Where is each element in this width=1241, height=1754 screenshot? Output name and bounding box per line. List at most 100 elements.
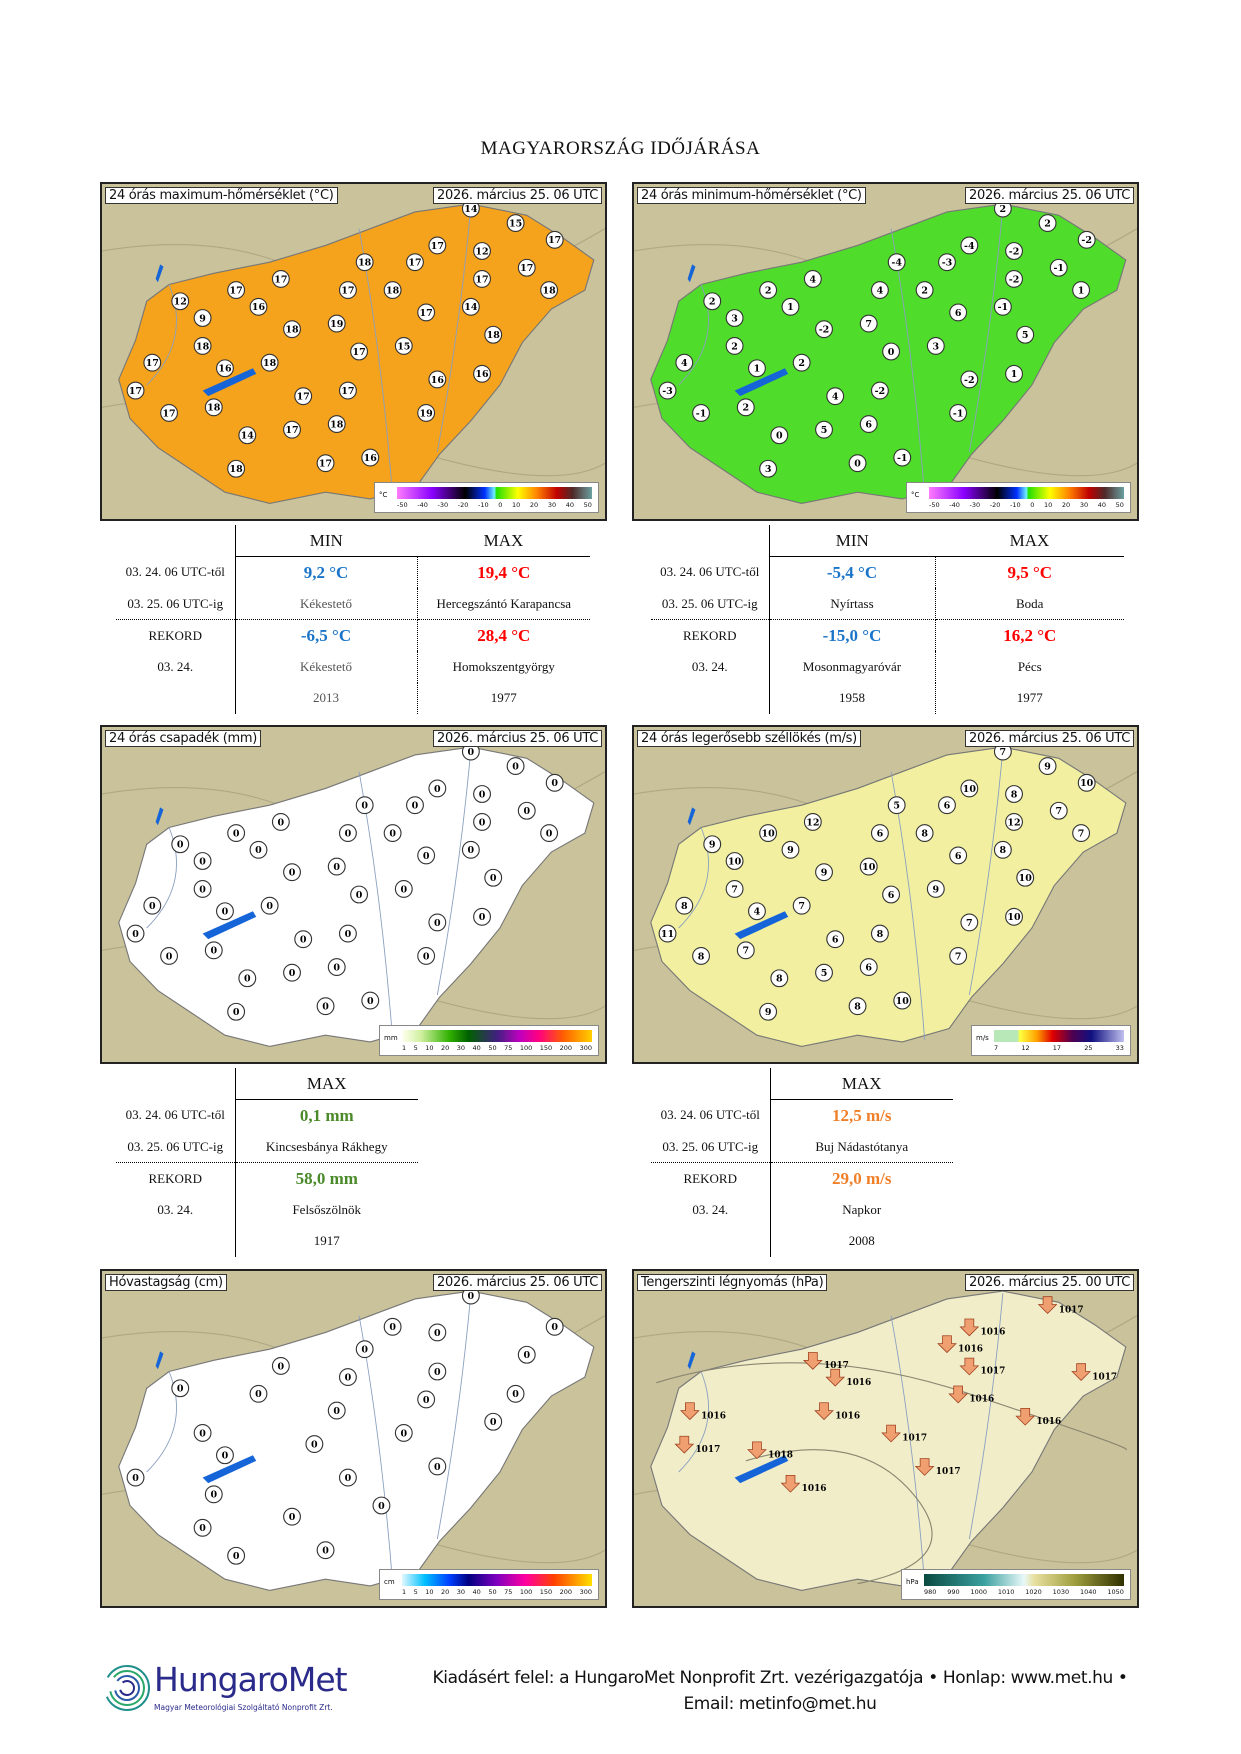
station-marker: 0 [227,824,246,843]
station-marker: 0 [126,1468,145,1487]
footer-email: Email: metinfo@met.hu [683,1694,877,1714]
colorbar-tick: 12 [1021,1044,1030,1052]
station-value: 10 [963,784,977,795]
station-marker: 0 [283,963,301,982]
station-marker: 6 [826,930,845,949]
station-value: 9 [199,313,206,324]
pressure-value: 1017 [1092,1372,1117,1382]
station-value: 9 [709,840,716,851]
station-value: 0 [266,901,273,912]
statistics-table: MIN MAX 03. 24. 06 UTC-től -5,4 °C 9,5 °C 0… [651,525,1124,714]
station-value: 16 [475,369,489,380]
column-header: MIN [235,525,417,557]
station-marker: 10 [960,779,979,798]
station-marker: 17 [294,387,313,406]
station-marker: 7 [949,946,968,965]
station-value: 5 [821,425,828,436]
station-value: 8 [1011,789,1018,800]
station-value: 0 [177,1384,184,1395]
pressure-station: 1018 [747,1441,793,1460]
station-marker: 0 [238,969,257,988]
pressure-station: 1017 [1071,1363,1117,1382]
lake-ferto [155,807,164,826]
column-header: MAX [935,525,1124,557]
max-rvalue: 58,0 mm [295,1168,358,1188]
station-marker: 0 [361,991,380,1010]
colorbar-tick: 1030 [1052,1588,1070,1596]
station-marker: 8 [915,824,934,843]
station-marker: 19 [327,314,346,333]
pressure-tendency-arrow-icon [802,1352,823,1370]
pressure-station: 1016 [948,1385,994,1405]
colorbar-tick: 200 [559,1588,573,1596]
station-marker: 0 [271,812,290,831]
country-area [118,1290,595,1591]
station-marker: -4 [887,253,906,272]
colorbar-tick: 40 [1097,501,1107,509]
station-value: -2 [1009,274,1020,285]
station-marker: -3 [938,253,956,272]
station-marker: 8 [993,840,1012,859]
map-panel: 1017 1016 1016 1017 1016 1016 1017 1017 … [632,1269,1139,1608]
station-value: 7 [742,946,749,957]
station-marker: 12 [803,812,822,831]
station-value: 7 [865,319,872,330]
map-date: 2026. március 25. 06 UTC [965,730,1134,747]
station-marker: 0 [484,1412,503,1431]
station-marker: 1 [781,297,800,316]
station-value: 8 [681,901,688,912]
colorbar-tick: 50 [488,1588,497,1596]
station-marker: 0 [316,1541,335,1560]
station-marker: 19 [417,403,436,422]
station-marker: 9 [781,840,800,859]
colorbar-tick: 75 [504,1044,513,1052]
colorbar-tick: 10 [425,1044,434,1052]
station-marker: 18 [484,325,503,344]
station-marker: 17 [406,253,424,272]
station-value: 14 [241,431,255,442]
station-value: 0 [400,884,407,895]
colorbar-tick: 25 [1084,1044,1093,1052]
station-value: 18 [263,358,277,369]
station-value: 9 [821,868,828,879]
colorbar-tick: 30 [1079,501,1089,509]
footer-publisher: Kiadásért felel: a HungaroMet Nonprofit … [432,1668,1128,1688]
colorbar-gradient [924,1574,1124,1586]
station-value: 1 [1078,285,1085,296]
station-value: 18 [330,419,344,430]
lake-balaton [202,911,257,940]
colorbar-unit: hPa [906,1578,919,1586]
station-marker: 17 [316,454,335,473]
station-marker: 0 [394,879,413,898]
station-value: 17 [408,258,421,269]
station-value: 10 [1080,778,1094,789]
min-rplace: Mosonmagyaróvár [802,658,902,674]
colorbar-tick: 0 [498,501,503,509]
station-marker: 17 [417,303,436,322]
pressure-station: 1016 [780,1474,827,1494]
pressure-tendency-arrow-icon [959,1318,980,1337]
station-value: 17 [352,347,365,358]
station-value: 17 [230,285,243,296]
station-marker: 9 [1038,757,1057,776]
station-marker: 18 [260,353,279,372]
station-value: 2 [742,403,749,414]
map-date: 2026. március 25. 06 UTC [433,730,602,747]
station-marker: 6 [870,824,889,843]
station-value: 16 [218,364,232,375]
period-to: 03. 25. 06 UTC-ig [651,588,770,620]
station-value: 0 [233,1007,240,1018]
station-value: 8 [877,929,884,940]
station-value: 10 [728,856,742,867]
max-rplace: Felsőszölnök [292,1201,362,1217]
station-marker: 0 [428,913,447,932]
record-date: 03. 24. [651,651,770,683]
colorbar-tick: 150 [539,1588,553,1596]
station-marker: 9 [703,835,722,854]
station-value: 9 [765,1007,772,1018]
station-value: 0 [512,1389,519,1400]
station-value: 19 [420,408,433,419]
record-label: REKORD [116,619,236,651]
colorbar-tick: 75 [504,1588,513,1596]
station-value: 17 [431,241,444,252]
